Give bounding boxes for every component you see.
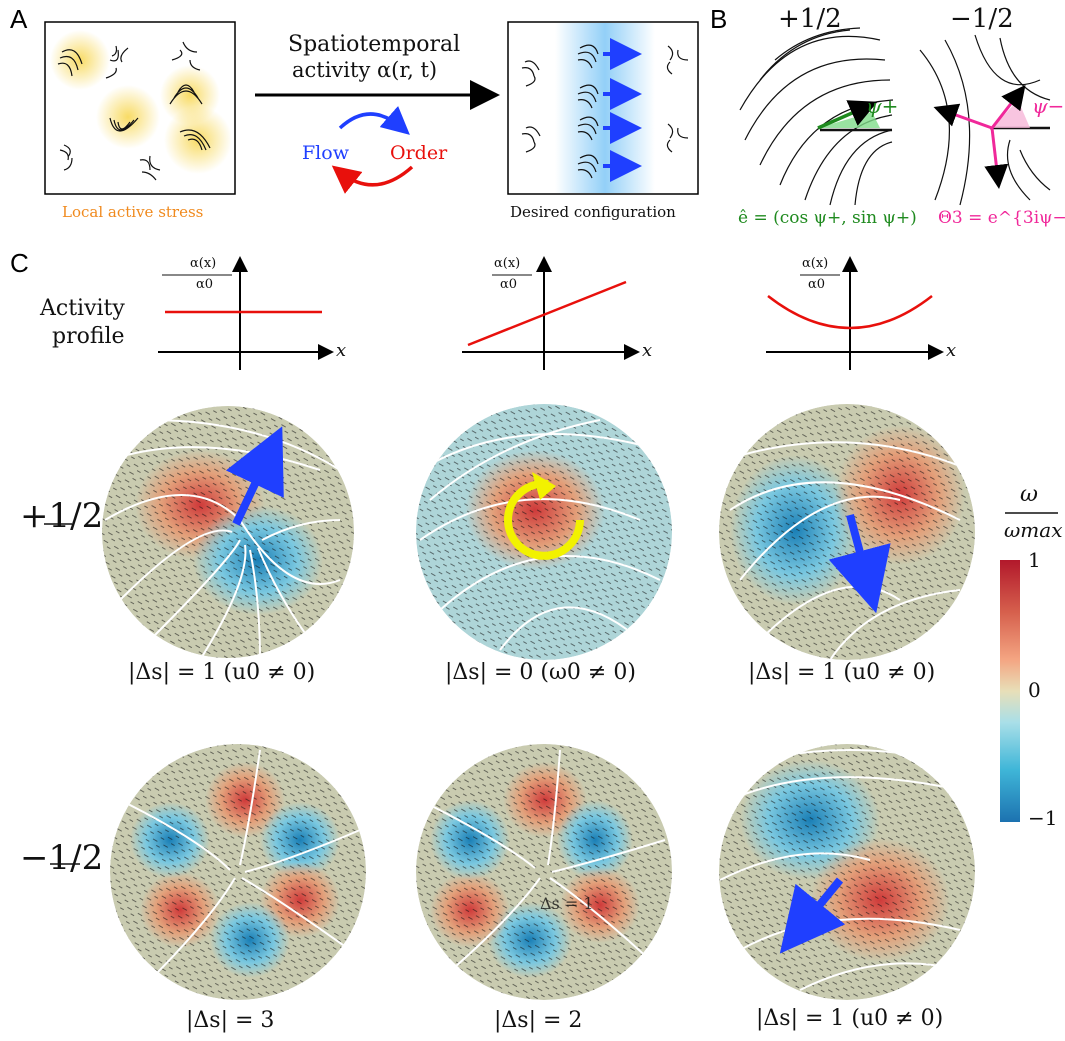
row-plus-label: +1/2 xyxy=(20,496,104,536)
arrow-title-line1: Spatiotemporal xyxy=(288,32,461,57)
order-to-flow-arrow xyxy=(331,165,414,194)
minus-half-title: −1/2 xyxy=(950,4,1014,34)
plus-half-defect xyxy=(739,27,894,206)
plus-formula: ê = (cos ψ+, sin ψ+) xyxy=(738,208,917,228)
axis3-xlabel: x xyxy=(946,340,957,361)
caption-minus-linear: |Δs| = 2 xyxy=(494,1008,583,1033)
flow-to-order-arrow xyxy=(338,105,410,135)
caption-plus-constant: |Δs| = 1 (u0 ≠ 0) xyxy=(128,660,316,685)
order-label: Order xyxy=(390,142,448,164)
axis2-ylabel-num: α(x) xyxy=(494,256,521,271)
right-box-caption: Desired configuration xyxy=(510,203,676,221)
minus-half-defect xyxy=(919,34,1051,206)
panel-a-label: A xyxy=(10,4,28,34)
caption-minus-constant: |Δs| = 3 xyxy=(186,1008,275,1033)
disk-plus-constant xyxy=(102,406,354,658)
colorbar-gradient xyxy=(1000,560,1020,822)
left-box-caption: Local active stress xyxy=(62,203,204,221)
profile-linear xyxy=(462,256,640,370)
panel-a-right-box xyxy=(507,21,699,195)
plus-half-title: +1/2 xyxy=(778,4,842,34)
axis1-ylabel-num: α(x) xyxy=(190,256,217,271)
caption-minus-parabolic: |Δs| = 1 (u0 ≠ 0) xyxy=(756,1006,944,1031)
activity-profile-line1: Activity xyxy=(40,296,125,321)
axis3-ylabel-num: α(x) xyxy=(802,256,829,271)
colorbar-label-num: ω xyxy=(1020,482,1038,507)
colorbar-tick-mid: 0 xyxy=(1028,678,1041,702)
minus-formula: Θ3 = e^{3iψ−} xyxy=(938,208,1065,228)
panel-b-label: B xyxy=(710,4,728,34)
colorbar-tick-top: 1 xyxy=(1028,548,1041,572)
disk-minus-constant xyxy=(110,744,366,1000)
axis2-ylabel-den: α0 xyxy=(500,277,518,292)
row-minus-label: −1/2 xyxy=(20,838,104,878)
psi-plus-label: ψ+ xyxy=(866,94,899,118)
disk-plus-parabolic xyxy=(719,404,975,660)
profile-constant xyxy=(158,256,334,370)
axis1-ylabel-den: α0 xyxy=(196,277,214,292)
disk-plus-linear xyxy=(416,404,672,660)
axis2-xlabel: x xyxy=(642,340,653,361)
axis1-xlabel: x xyxy=(336,340,347,361)
caption-plus-parabolic: |Δs| = 1 (u0 ≠ 0) xyxy=(748,660,936,685)
overlay-text: Δs = 1 xyxy=(540,894,594,913)
colorbar-tick-bottom: −1 xyxy=(1028,806,1058,830)
psi-minus-label: ψ− xyxy=(1032,94,1065,118)
arrow-title-line2: activity α(r, t) xyxy=(292,58,438,82)
flow-label: Flow xyxy=(302,142,349,164)
profile-parabolic xyxy=(766,256,944,370)
caption-plus-linear: |Δs| = 0 (ω0 ≠ 0) xyxy=(445,660,636,685)
axis3-ylabel-den: α0 xyxy=(808,277,826,292)
panel-a-left-box xyxy=(44,21,236,195)
panel-c-label: C xyxy=(10,248,29,278)
disk-minus-linear xyxy=(416,744,672,1000)
activity-profile-line2: profile xyxy=(52,324,125,349)
colorbar-label-den: ωmax xyxy=(1004,518,1063,542)
disk-minus-parabolic xyxy=(719,744,975,1000)
